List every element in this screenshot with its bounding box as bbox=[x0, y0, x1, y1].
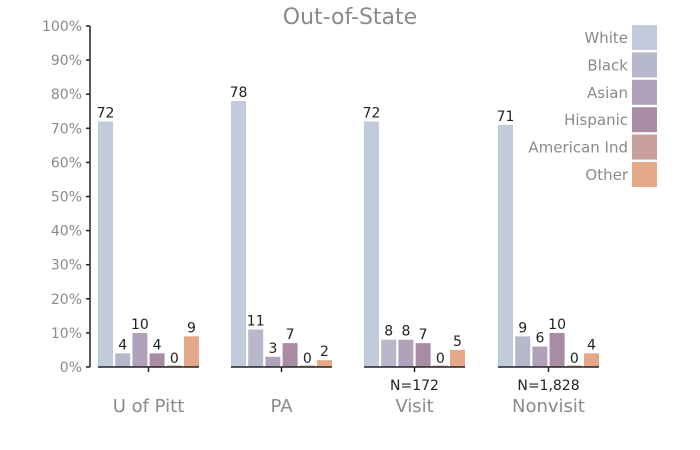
bar bbox=[532, 346, 548, 367]
y-tick-label: 20% bbox=[51, 292, 82, 308]
bar bbox=[364, 121, 379, 367]
data-label: 11 bbox=[247, 313, 265, 329]
x-tick-label: Nonvisit bbox=[512, 396, 585, 417]
legend-label: Hispanic bbox=[564, 111, 628, 129]
data-label: 8 bbox=[384, 324, 393, 340]
bar bbox=[549, 332, 565, 367]
chart-title: Out-of-State bbox=[283, 5, 417, 30]
legend-swatch bbox=[632, 162, 657, 187]
y-tick-label: 10% bbox=[51, 326, 82, 342]
y-tick-label: 90% bbox=[51, 53, 82, 69]
bar bbox=[398, 339, 414, 367]
data-label: 78 bbox=[230, 85, 248, 101]
y-tick-label: 0% bbox=[60, 360, 82, 376]
legend-label: Black bbox=[587, 56, 628, 74]
legend-swatch bbox=[632, 79, 657, 105]
data-label: 9 bbox=[518, 320, 527, 336]
category-note: N=1,828 bbox=[517, 378, 579, 394]
bar bbox=[381, 339, 397, 367]
bar bbox=[498, 124, 513, 367]
bar bbox=[248, 329, 264, 367]
legend-swatch bbox=[632, 107, 657, 133]
data-label: 10 bbox=[548, 317, 566, 333]
x-tick-label: PA bbox=[270, 396, 293, 417]
legend: White Black Asian Hispanic American Ind Other bbox=[528, 25, 657, 187]
legend-swatch bbox=[632, 25, 657, 50]
y-tick-label: 100% bbox=[42, 19, 82, 35]
y-axis: 0% 10% 20% 30% 40% 50% 60% 70% 80% 90% 100% bbox=[42, 19, 91, 376]
data-label: 5 bbox=[453, 334, 462, 350]
bar bbox=[149, 353, 165, 367]
y-tick-label: 60% bbox=[51, 155, 82, 171]
data-label: 9 bbox=[187, 320, 196, 336]
legend-label: Asian bbox=[587, 84, 628, 102]
y-tick-label: 70% bbox=[51, 121, 82, 137]
data-label: 4 bbox=[587, 337, 596, 353]
bar bbox=[265, 356, 281, 367]
legend-label: Other bbox=[585, 166, 628, 184]
data-label: 7 bbox=[286, 327, 295, 343]
y-tick-label: 40% bbox=[51, 224, 82, 240]
bar bbox=[317, 360, 332, 367]
data-label: 2 bbox=[320, 344, 329, 360]
data-label: 0 bbox=[436, 351, 445, 367]
data-label: 7 bbox=[419, 327, 428, 343]
x-tick-label: U of Pitt bbox=[113, 396, 185, 417]
data-label: 0 bbox=[170, 351, 179, 367]
legend-label: American Ind bbox=[528, 139, 628, 157]
bar bbox=[515, 336, 531, 367]
bar bbox=[282, 343, 298, 367]
data-label: 4 bbox=[153, 337, 162, 353]
bar bbox=[115, 353, 131, 367]
data-label: 10 bbox=[131, 317, 149, 333]
data-label: 0 bbox=[570, 351, 579, 367]
bar bbox=[184, 336, 199, 367]
data-label: 6 bbox=[535, 331, 544, 347]
x-axis: U of Pitt PA N=172 Visit N=1,828 Nonvisit bbox=[98, 366, 599, 417]
bar bbox=[98, 121, 113, 367]
data-label: 0 bbox=[303, 351, 312, 367]
legend-swatch bbox=[632, 52, 657, 78]
y-tick-label: 30% bbox=[51, 258, 82, 274]
bar bbox=[132, 332, 148, 367]
x-tick-label: Visit bbox=[395, 396, 433, 417]
data-label: 4 bbox=[118, 337, 127, 353]
bar bbox=[231, 101, 246, 368]
data-label: 8 bbox=[401, 324, 410, 340]
data-label: 72 bbox=[363, 105, 381, 121]
bar bbox=[450, 349, 465, 367]
data-label: 71 bbox=[497, 109, 515, 125]
bar bbox=[584, 353, 599, 367]
data-label: 3 bbox=[268, 341, 277, 357]
data-label: 72 bbox=[97, 105, 115, 121]
bar bbox=[415, 343, 431, 367]
legend-swatch bbox=[632, 134, 657, 160]
legend-label: White bbox=[584, 29, 628, 47]
y-tick-label: 80% bbox=[51, 87, 82, 103]
category-note: N=172 bbox=[390, 378, 439, 394]
y-tick-label: 50% bbox=[51, 190, 82, 206]
